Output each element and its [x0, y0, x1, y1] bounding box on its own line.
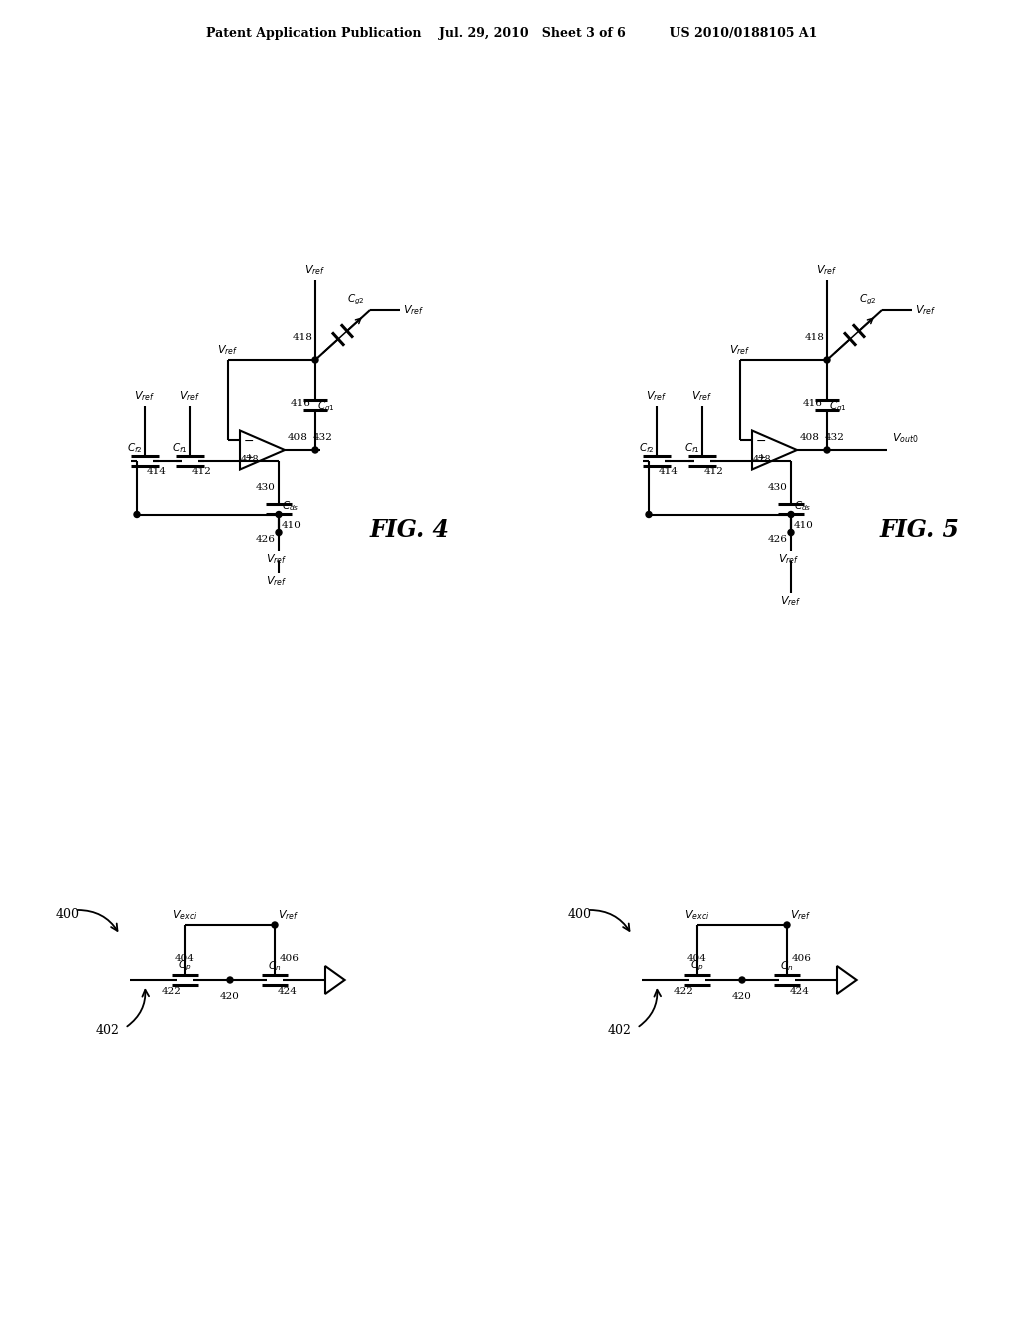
- Text: 428: 428: [241, 455, 260, 465]
- Text: $V_{ref}$: $V_{ref}$: [816, 263, 838, 277]
- Circle shape: [788, 511, 794, 517]
- Text: 430: 430: [768, 483, 788, 492]
- Text: 404: 404: [687, 954, 707, 964]
- Text: 418: 418: [805, 334, 825, 342]
- Text: $V_{exci}$: $V_{exci}$: [684, 908, 710, 921]
- Text: 432: 432: [825, 433, 845, 442]
- Text: 408: 408: [800, 433, 820, 442]
- Text: 402: 402: [96, 1023, 120, 1036]
- Circle shape: [784, 921, 790, 928]
- Text: −: −: [756, 436, 766, 449]
- Text: $C_n$: $C_n$: [268, 960, 282, 973]
- Text: 424: 424: [278, 987, 298, 997]
- Text: $C_p$: $C_p$: [690, 958, 703, 973]
- Text: −: −: [244, 436, 254, 449]
- Text: $V_{ref}$: $V_{ref}$: [780, 594, 802, 609]
- Text: $V_{ref}$: $V_{ref}$: [304, 263, 326, 277]
- Circle shape: [272, 921, 278, 928]
- Text: 410: 410: [282, 520, 302, 529]
- Text: $V_{ref}$: $V_{ref}$: [790, 908, 811, 921]
- Text: 424: 424: [790, 987, 810, 997]
- Text: $V_{ref}$: $V_{ref}$: [179, 388, 201, 403]
- Text: +: +: [757, 453, 766, 463]
- Text: $V_{ref}$: $V_{ref}$: [691, 388, 713, 403]
- Circle shape: [227, 977, 233, 983]
- Text: $C_p$: $C_p$: [178, 958, 191, 973]
- Text: $C_{g1}$: $C_{g1}$: [829, 400, 847, 414]
- Circle shape: [312, 447, 318, 453]
- Circle shape: [312, 356, 318, 363]
- Text: 416: 416: [803, 399, 823, 408]
- Circle shape: [739, 977, 745, 983]
- Text: 416: 416: [291, 399, 311, 408]
- Text: $C_n$: $C_n$: [780, 960, 794, 973]
- Text: $V_{ref}$: $V_{ref}$: [278, 908, 299, 921]
- Text: 408: 408: [288, 433, 308, 442]
- Text: FIG. 5: FIG. 5: [880, 517, 961, 543]
- Text: FIG. 4: FIG. 4: [370, 517, 450, 543]
- Text: $C_{g1}$: $C_{g1}$: [317, 400, 335, 414]
- Text: $V_{ref}$: $V_{ref}$: [266, 553, 288, 566]
- Text: $V_{out0}$: $V_{out0}$: [892, 432, 919, 445]
- Text: 422: 422: [162, 987, 182, 997]
- Circle shape: [824, 447, 830, 453]
- Text: 426: 426: [256, 536, 276, 544]
- Text: 430: 430: [256, 483, 276, 492]
- Text: $C_{f1}$: $C_{f1}$: [684, 441, 700, 454]
- Text: Patent Application Publication    Jul. 29, 2010   Sheet 3 of 6          US 2010/: Patent Application Publication Jul. 29, …: [206, 26, 818, 40]
- Circle shape: [276, 529, 282, 536]
- Circle shape: [276, 511, 282, 517]
- Text: $C_{f1}$: $C_{f1}$: [172, 441, 188, 454]
- Text: $V_{ref}$: $V_{ref}$: [729, 343, 751, 356]
- Text: $C_{g2}$: $C_{g2}$: [347, 293, 365, 308]
- Text: $V_{ref}$: $V_{ref}$: [646, 388, 668, 403]
- Text: $V_{ref}$: $V_{ref}$: [217, 343, 239, 356]
- Text: $V_{ref}$: $V_{ref}$: [403, 304, 424, 317]
- Text: 406: 406: [792, 954, 812, 964]
- Text: 400: 400: [56, 908, 80, 921]
- Text: 432: 432: [313, 433, 333, 442]
- Text: 404: 404: [175, 954, 195, 964]
- Text: 412: 412: [193, 467, 212, 477]
- Text: 420: 420: [732, 993, 752, 1001]
- Text: $C_{ds}$: $C_{ds}$: [282, 499, 299, 513]
- Text: $V_{exci}$: $V_{exci}$: [172, 908, 198, 921]
- Text: $V_{ref}$: $V_{ref}$: [915, 304, 936, 317]
- Text: 420: 420: [220, 993, 240, 1001]
- Text: 422: 422: [674, 987, 694, 997]
- Text: $C_{f2}$: $C_{f2}$: [127, 441, 143, 454]
- Circle shape: [788, 529, 794, 536]
- Circle shape: [646, 511, 652, 517]
- Text: $V_{ref}$: $V_{ref}$: [266, 574, 288, 589]
- Text: 400: 400: [568, 908, 592, 921]
- Circle shape: [824, 356, 830, 363]
- Text: 418: 418: [293, 334, 313, 342]
- Text: $C_{ds}$: $C_{ds}$: [794, 499, 811, 513]
- Text: $C_{g2}$: $C_{g2}$: [859, 293, 877, 308]
- Text: 406: 406: [280, 954, 300, 964]
- Text: $C_{f2}$: $C_{f2}$: [639, 441, 655, 454]
- Text: 410: 410: [794, 520, 814, 529]
- Text: 428: 428: [753, 455, 772, 465]
- Text: +: +: [245, 453, 254, 463]
- Text: 414: 414: [147, 467, 167, 477]
- Text: 412: 412: [705, 467, 724, 477]
- Text: 402: 402: [608, 1023, 632, 1036]
- Text: $V_{ref}$: $V_{ref}$: [778, 553, 800, 566]
- Text: 426: 426: [768, 536, 788, 544]
- Circle shape: [134, 511, 140, 517]
- Text: $V_{ref}$: $V_{ref}$: [134, 388, 156, 403]
- Text: 414: 414: [659, 467, 679, 477]
